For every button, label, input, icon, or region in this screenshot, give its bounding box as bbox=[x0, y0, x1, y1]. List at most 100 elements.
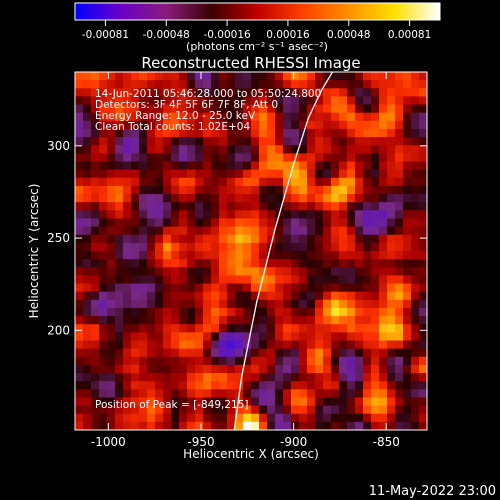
heatmap-cell bbox=[227, 226, 236, 236]
heatmap-cell bbox=[259, 364, 268, 374]
heatmap-cell bbox=[275, 96, 284, 106]
heatmap-cell bbox=[395, 413, 404, 423]
heatmap-cell bbox=[155, 194, 164, 203]
heatmap-cell bbox=[323, 332, 332, 342]
heatmap-cell bbox=[163, 348, 172, 358]
heatmap-cell bbox=[179, 389, 188, 399]
heatmap-cell bbox=[339, 275, 348, 285]
heatmap-cell bbox=[75, 413, 84, 423]
heatmap-cell bbox=[203, 307, 212, 317]
heatmap-cell bbox=[323, 88, 332, 98]
heatmap-cell bbox=[259, 161, 268, 171]
heatmap-cell bbox=[419, 283, 427, 293]
heatmap-cell bbox=[139, 307, 148, 317]
heatmap-cell bbox=[355, 259, 364, 268]
heatmap-cell bbox=[395, 348, 404, 358]
heatmap-cell bbox=[403, 153, 412, 163]
heatmap-cell bbox=[75, 267, 84, 277]
heatmap-cell bbox=[227, 80, 236, 89]
heatmap-cell bbox=[83, 234, 92, 244]
heatmap-cell bbox=[379, 373, 388, 382]
heatmap-cell bbox=[195, 348, 204, 358]
heatmap-cell bbox=[259, 153, 268, 163]
heatmap-cell bbox=[83, 210, 92, 220]
heatmap-cell bbox=[227, 283, 236, 293]
heatmap-cell bbox=[211, 283, 220, 293]
heatmap-cell bbox=[227, 202, 236, 211]
heatmap-cell bbox=[115, 194, 124, 203]
heatmap-cell bbox=[131, 332, 140, 342]
heatmap-cell bbox=[275, 373, 284, 382]
heatmap-cell bbox=[299, 291, 308, 301]
heatmap-cell bbox=[155, 226, 164, 236]
heatmap-cell bbox=[395, 275, 404, 285]
heatmap-cell bbox=[291, 405, 300, 415]
heatmap-cell bbox=[275, 251, 284, 260]
heatmap-cell bbox=[299, 348, 308, 358]
heatmap-cell bbox=[307, 332, 316, 342]
heatmap-cell bbox=[267, 137, 276, 146]
heatmap-cell bbox=[155, 72, 164, 81]
heatmap-cell bbox=[363, 267, 372, 277]
heatmap-cell bbox=[123, 340, 132, 350]
heatmap-cell bbox=[395, 153, 404, 163]
heatmap-cell bbox=[379, 397, 388, 407]
heatmap-cell bbox=[123, 299, 132, 309]
heatmap-cell bbox=[235, 340, 244, 350]
heatmap-cell bbox=[411, 373, 420, 382]
heatmap-cell bbox=[163, 397, 172, 407]
heatmap-cell bbox=[75, 251, 84, 260]
heatmap-cell bbox=[291, 177, 300, 187]
heatmap-cell bbox=[275, 202, 284, 211]
heatmap-cell bbox=[347, 356, 356, 366]
heatmap-cell bbox=[403, 251, 412, 260]
heatmap-cell bbox=[251, 202, 260, 211]
heatmap-cell bbox=[355, 389, 364, 399]
heatmap-cell bbox=[323, 275, 332, 285]
heatmap-cell bbox=[339, 348, 348, 358]
heatmap-cell bbox=[347, 421, 356, 430]
heatmap-cell bbox=[307, 153, 316, 163]
heatmap-cell bbox=[267, 267, 276, 277]
heatmap-cell bbox=[339, 283, 348, 293]
heatmap-cell bbox=[355, 291, 364, 301]
heatmap-cell bbox=[395, 421, 404, 430]
heatmap-cell bbox=[347, 145, 356, 154]
heatmap-cell bbox=[75, 72, 84, 81]
heatmap-cell bbox=[403, 169, 412, 179]
heatmap-cell bbox=[179, 348, 188, 358]
heatmap-cell bbox=[179, 145, 188, 154]
heatmap-cell bbox=[363, 137, 372, 146]
heatmap-cell bbox=[139, 210, 148, 220]
heatmap-cell bbox=[379, 194, 388, 203]
heatmap-cell bbox=[411, 128, 420, 138]
heatmap-cell bbox=[339, 324, 348, 333]
heatmap-cell bbox=[171, 218, 180, 228]
heatmap-cell bbox=[347, 381, 356, 390]
heatmap-cell bbox=[419, 397, 427, 407]
heatmap-cell bbox=[155, 177, 164, 187]
heatmap-cell bbox=[139, 169, 148, 179]
heatmap-cell bbox=[403, 72, 412, 81]
heatmap-cell bbox=[179, 210, 188, 220]
heatmap-cell bbox=[211, 356, 220, 366]
heatmap-cell bbox=[155, 356, 164, 366]
heatmap-cell bbox=[347, 104, 356, 114]
heatmap-cell bbox=[363, 259, 372, 268]
heatmap-cell bbox=[203, 234, 212, 244]
heatmap-cell bbox=[227, 194, 236, 203]
heatmap-cell bbox=[347, 316, 356, 325]
heatmap-cell bbox=[131, 161, 140, 171]
heatmap-cell bbox=[363, 226, 372, 236]
heatmap-cell bbox=[371, 153, 380, 163]
heatmap-cell bbox=[99, 251, 108, 260]
heatmap-cell bbox=[179, 161, 188, 171]
heatmap-cell bbox=[283, 307, 292, 317]
heatmap-cell bbox=[99, 218, 108, 228]
heatmap-cell bbox=[163, 104, 172, 114]
heatmap-cell bbox=[179, 153, 188, 163]
heatmap-cell bbox=[419, 120, 427, 130]
heatmap-cell bbox=[75, 307, 84, 317]
heatmap-cell bbox=[179, 72, 188, 81]
heatmap-cell bbox=[139, 242, 148, 252]
